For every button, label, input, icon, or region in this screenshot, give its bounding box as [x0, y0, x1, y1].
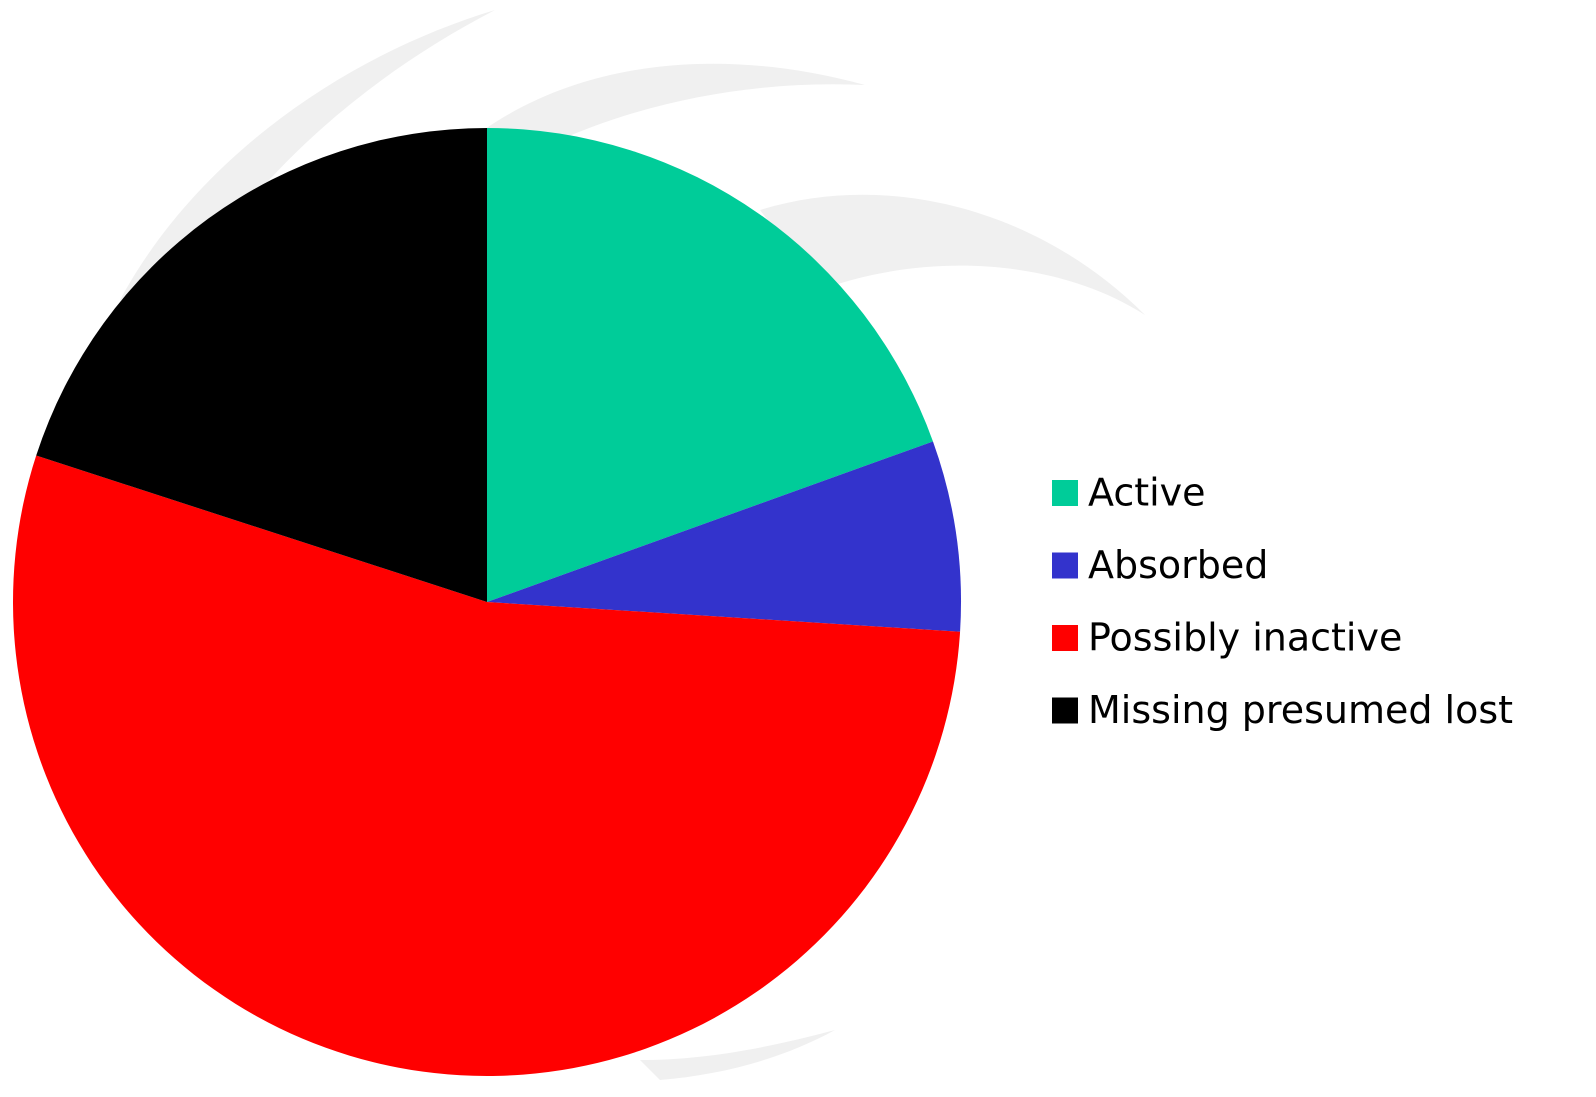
- legend-swatch: [1052, 697, 1078, 724]
- legend-swatch: [1052, 625, 1078, 651]
- pie-slice: [12, 455, 961, 1076]
- swirl: [760, 194, 1145, 315]
- swirl: [470, 63, 865, 140]
- legend-label: Absorbed: [1088, 543, 1268, 587]
- pie-slice: [487, 128, 933, 602]
- legend-label: Active: [1088, 471, 1206, 515]
- pie-slice: [487, 441, 962, 632]
- legend-label: Missing presumed lost: [1088, 688, 1513, 732]
- swirl: [640, 1030, 835, 1080]
- legend-swatch: [1052, 552, 1078, 579]
- legend-swatch: [1052, 480, 1078, 506]
- legend-label: Possibly inactive: [1088, 616, 1402, 660]
- pie-slice: [36, 128, 487, 602]
